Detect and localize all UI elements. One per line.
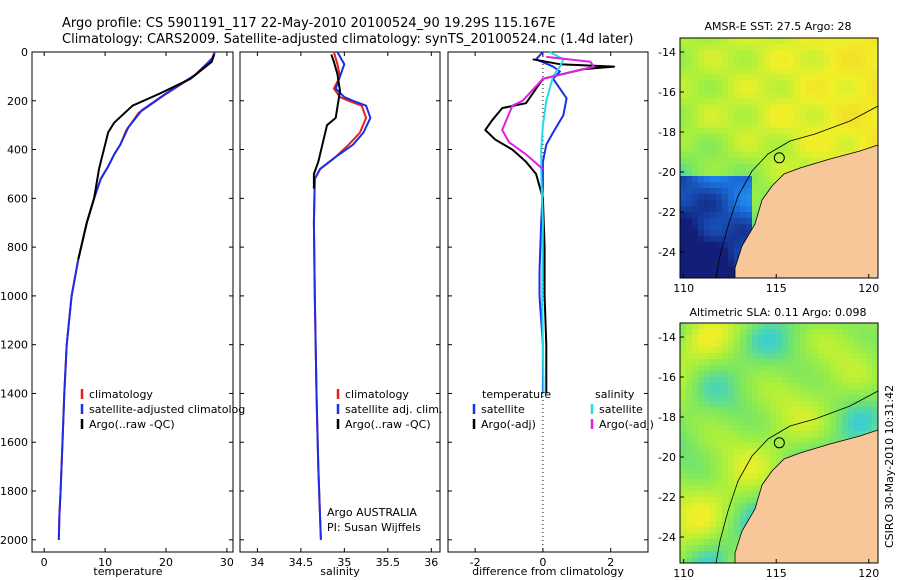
- map-y-tick-label: -22: [658, 206, 676, 219]
- sst-field: [680, 38, 878, 278]
- sla-map-panel: Altimetric SLA: 0.11 Argo: 0.098 110 115 1…: [658, 306, 879, 580]
- x-tick-label: 0: [41, 556, 48, 569]
- legend-label: satellite adj. clim.: [345, 403, 442, 416]
- y-tick-label: 1000: [0, 290, 28, 303]
- temperature-panel: 0 10 20 30 0 200 400 600 800 1000 1200 1400 1600 1800…: [0, 46, 245, 578]
- sla-land-mass: [734, 429, 878, 563]
- x-tick-label: 34: [250, 556, 264, 569]
- x-tick-label: 20: [159, 556, 173, 569]
- temperature-xlabel: temperature: [93, 565, 162, 578]
- difference-panel-series-salinity-satellite: [540, 51, 565, 394]
- salinity-axes-frame: [239, 51, 441, 553]
- legend-label: climatology: [345, 388, 409, 401]
- salinity-panel: 34 34.5 35 35.5 36 climatology satellite adj. …: [239, 51, 442, 578]
- y-tick-label: 2000: [0, 534, 28, 547]
- temperature-axes-frame: [31, 51, 234, 553]
- y-tick-label: 0: [21, 46, 28, 59]
- temperature-panel-series-argo-raw-qc-: [77, 54, 216, 260]
- legend-label: Argo(..raw -QC): [89, 418, 175, 431]
- salinity-panel-series-climatology: [312, 51, 368, 540]
- map-y-tick-label: -24: [658, 531, 676, 544]
- salinity-xlabel: salinity: [320, 565, 360, 578]
- legend-label: Argo(-adj): [599, 418, 654, 431]
- sla-argo-position-marker: [773, 437, 785, 449]
- map-y-tick-label: -14: [658, 46, 676, 59]
- legend-label: Argo(-adj): [481, 418, 536, 431]
- figure-title-line1: Argo profile: CS 5901191_117 22-May-2010…: [62, 16, 555, 31]
- map-x-tick-label: 120: [858, 567, 879, 580]
- temperature-panel-series-satellite-adjusted-climatolog: [57, 51, 216, 540]
- map-x-tick-label: 115: [766, 567, 787, 580]
- sst-bathymetry-contour: [715, 105, 878, 278]
- difference-panel: -2 0 2 temperature satellite Argo(-adj) salini…: [447, 51, 654, 578]
- map-y-tick-label: -22: [658, 491, 676, 504]
- sst-map-frame: [679, 37, 879, 279]
- sla-map-title: Altimetric SLA: 0.11 Argo: 0.098: [689, 306, 866, 319]
- x-tick-label: 0: [539, 556, 546, 569]
- x-tick-label: 30: [220, 556, 234, 569]
- legend-label: climatology: [89, 388, 153, 401]
- sst-argo-position-marker: [773, 152, 785, 164]
- principal-investigator-annotation: PI: Susan Wijffels: [327, 521, 421, 534]
- sst-map-title: AMSR-E SST: 27.5 Argo: 28: [704, 20, 851, 33]
- x-tick-label: -2: [470, 556, 481, 569]
- sst-map-panel: AMSR-E SST: 27.5 Argo: 28 110 115 120 -14 -1…: [658, 20, 879, 295]
- x-tick-label: 34.5: [289, 556, 314, 569]
- map-y-tick-label: -24: [658, 246, 676, 259]
- map-y-tick-label: -20: [658, 166, 676, 179]
- legend-heading: temperature: [482, 388, 551, 401]
- map-x-tick-label: 120: [858, 282, 879, 295]
- map-x-tick-label: 110: [673, 282, 694, 295]
- x-tick-label: 10: [98, 556, 112, 569]
- salinity-panel-series-argo-raw-qc-: [312, 54, 341, 189]
- x-tick-label: 35.5: [376, 556, 401, 569]
- map-x-tick-label: 110: [673, 567, 694, 580]
- x-tick-label: 36: [424, 556, 438, 569]
- temperature-panel-series-climatology: [57, 51, 216, 540]
- legend-label: satellite-adjusted climatolog: [89, 403, 245, 416]
- x-tick-label: 2: [607, 556, 614, 569]
- salinity-panel-series-satellite-adj-clim-: [312, 51, 372, 540]
- y-tick-label: 400: [7, 144, 28, 157]
- map-y-tick-label: -16: [658, 371, 676, 384]
- sla-map-frame: [679, 322, 879, 564]
- legend-label: satellite: [481, 403, 525, 416]
- difference-panel-series-salinity-argo-adj-: [501, 55, 595, 170]
- x-tick-label: 35: [337, 556, 351, 569]
- map-y-tick-label: -20: [658, 451, 676, 464]
- sla-bathymetry-contour: [715, 390, 878, 563]
- map-y-tick-label: -14: [658, 331, 676, 344]
- difference-panel-series-temperature-argo-adj-: [484, 58, 616, 394]
- difference-panel-series-temperature-satellite: [535, 51, 568, 394]
- legend-heading: salinity: [595, 388, 635, 401]
- sst-land-mass: [734, 144, 878, 278]
- map-y-tick-label: -18: [658, 411, 676, 424]
- csiro-timestamp: CSIRO 30-May-2010 10:31:42: [883, 385, 896, 548]
- map-y-tick-label: -16: [658, 86, 676, 99]
- difference-xlabel: difference from climatology: [472, 565, 624, 578]
- argo-program-annotation: Argo AUSTRALIA: [327, 506, 417, 519]
- y-tick-label: 1400: [0, 387, 28, 400]
- y-tick-label: 800: [7, 241, 28, 254]
- difference-axes-frame: [447, 51, 649, 553]
- legend-label: satellite: [599, 403, 643, 416]
- y-tick-label: 200: [7, 95, 28, 108]
- legend-label: Argo(..raw -QC): [345, 418, 431, 431]
- map-x-tick-label: 115: [766, 282, 787, 295]
- y-tick-label: 600: [7, 192, 28, 205]
- y-tick-label: 1800: [0, 485, 28, 498]
- y-tick-label: 1600: [0, 436, 28, 449]
- y-tick-label: 1200: [0, 339, 28, 352]
- sla-field: [680, 323, 878, 563]
- figure-title-line2: Climatology: CARS2009. Satellite-adjuste…: [62, 32, 634, 47]
- map-y-tick-label: -18: [658, 126, 676, 139]
